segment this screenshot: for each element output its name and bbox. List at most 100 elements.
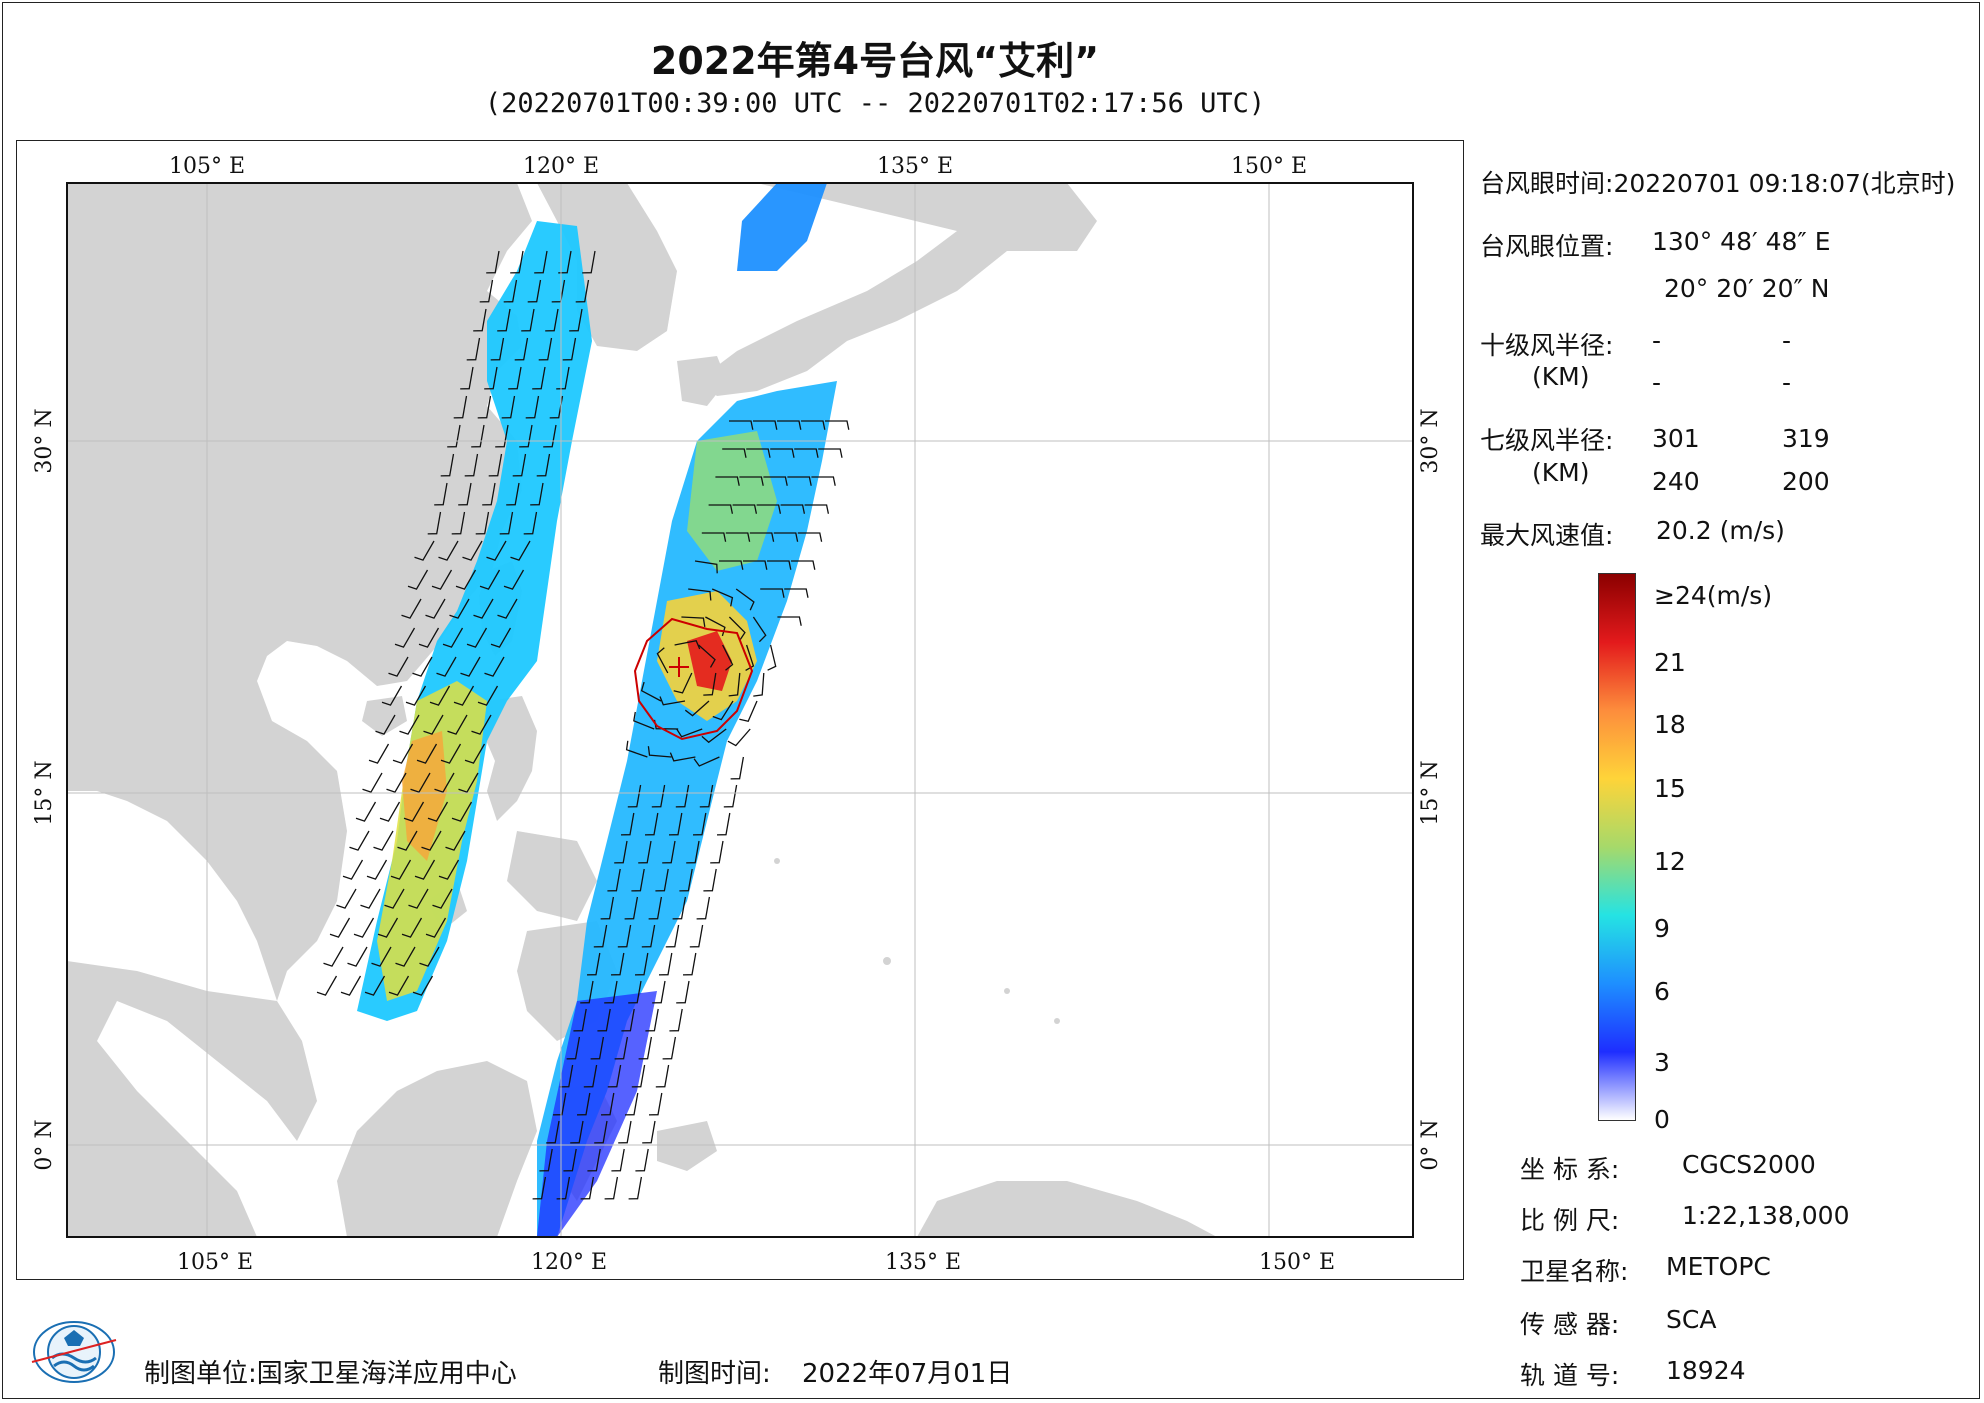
wind-radius-7 [633,617,754,741]
map-canvas[interactable]: 105° E 120° E 135° E 150° E 105° E 120° … [17,141,1463,1279]
wind-barb [462,540,483,561]
wind-barb [620,812,635,836]
wind-barb [576,1092,591,1116]
wind-barb [514,337,529,361]
colorbar-label: 12 [1654,847,1686,876]
wind-barb [728,672,741,697]
wind-barb [546,1120,560,1144]
wind-barb [674,639,701,650]
wind-barb [384,888,405,909]
wind-barb [635,1148,649,1172]
eye-time-label: 台风眼时间: [1480,169,1614,198]
wind-barb [455,569,477,590]
wind-barb [556,366,570,390]
wind-barb [486,250,500,274]
wind-barb [651,784,666,808]
map-title: 2022年第4号台风“艾利” [650,39,1100,83]
sensor-value: SCA [1666,1305,1717,1334]
wind-barb [403,801,425,822]
wind-barb [368,743,390,764]
wind-barb [787,476,812,486]
scale-value: 1:22,138,000 [1682,1201,1850,1230]
r7-value-sw: 240 [1652,467,1700,496]
wind-barb [573,1008,587,1032]
wind-barb [587,1148,601,1172]
orbit-value: 18924 [1666,1356,1746,1385]
wind-barb [479,569,501,590]
wind-barb [745,644,755,671]
colorbar-label: 18 [1654,710,1686,739]
wind-barb [407,569,429,590]
wind-barb [701,728,727,744]
wind-barb [479,279,494,303]
producer-label: 制图单位: [144,1359,257,1389]
wind-barb [669,752,696,762]
wind-barb [705,616,726,637]
wind-barb [434,772,455,793]
wind-barb [471,424,485,448]
r7-label: 七级风半径: [1480,426,1614,455]
wind-barb [638,840,652,864]
wind-barb [689,924,704,948]
wind-barb [412,656,433,677]
wind-barb [791,560,816,570]
typhoon-eye-marker[interactable] [669,657,689,677]
wind-barb [749,532,775,542]
wind-barb [427,801,449,822]
left-lat-label: 30° N [32,408,57,473]
wind-barb [692,812,707,836]
colorbar-label: 0 [1654,1105,1670,1134]
wind-barb [710,840,724,864]
bottom-lon-label: 120° E [531,1250,607,1275]
wind-barb [323,946,344,967]
wind-barb [532,1176,547,1200]
wind-barb [484,656,505,677]
wind-barb [388,656,409,677]
wind-barb [414,540,435,561]
r10-value-nw: - [1782,368,1792,397]
wind-barb [688,588,712,601]
wind-barb [566,1036,581,1060]
map-panel[interactable]: 105° E 120° E 135° E 150° E 105° E 120° … [16,140,1464,1280]
wind-barb [349,830,370,851]
wind-barb [662,1036,677,1060]
wind-barb [371,946,392,967]
wind-barb [471,714,492,735]
wind-barb [593,924,608,948]
wind-barb [686,840,700,864]
wind-barb [642,1120,656,1144]
wind-barb [552,1092,567,1116]
eye-latitude: 20° 20′ 20″ N [1664,274,1830,303]
wind-barb [728,616,746,641]
wind-barb [743,560,768,570]
production-time-value: 2022年07月01日 [802,1359,1013,1389]
wind-barb [434,482,448,506]
wind-barb [719,560,744,570]
agency-logo-icon [31,1321,117,1383]
wind-barb [675,784,690,808]
wind-barb [631,868,645,892]
wind-barb [739,700,758,722]
wind-barb [495,424,509,448]
wind-barb [703,672,717,696]
wind-barb [753,420,778,430]
r7-unit: (KM) [1532,458,1590,487]
wind-barb [682,952,697,976]
wind-barb [624,896,639,920]
wind-barb [701,532,727,542]
wind-barb [604,980,618,1004]
wind-barb [569,308,583,332]
wind-barb [648,896,663,920]
wind-barb [763,476,788,486]
colorbar-label: ≥24(m/s) [1654,581,1773,610]
wind-barb [696,896,711,920]
wind-barb [722,448,747,458]
wind-barb [453,685,475,706]
wind-barb [530,482,544,506]
wind-barb [482,482,496,506]
wind-barb [477,685,499,706]
r7-value-nw: 200 [1782,467,1830,496]
wind-barb [562,337,577,361]
wind-barb [364,975,386,996]
coord-system-value: CGCS2000 [1682,1150,1816,1179]
